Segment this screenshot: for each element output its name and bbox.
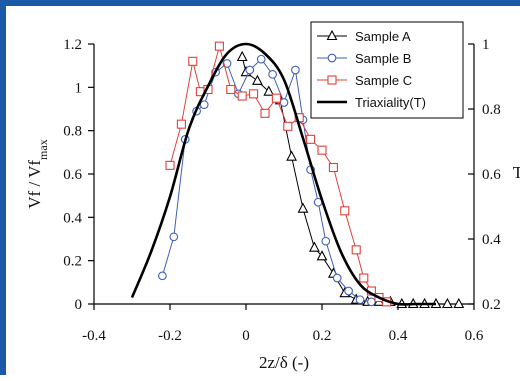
data-point [328, 162, 338, 173]
triaxiality-curve [130, 42, 436, 306]
data-point [367, 297, 376, 307]
data-point [306, 134, 316, 144]
y-tick-label: 0.2 [63, 254, 82, 270]
legend-entry: Sample A [317, 29, 411, 44]
legend-entry: Sample C [317, 73, 412, 88]
y-tick-label: 0.6 [63, 167, 82, 183]
data-point [158, 271, 167, 281]
data-point [453, 297, 465, 309]
data-point [249, 89, 259, 99]
data-point [351, 245, 361, 255]
data-point [308, 241, 320, 252]
y-tick-label: 0 [75, 297, 83, 313]
right-tick-label: 1 [482, 37, 490, 53]
y-tick-label: 1.2 [63, 37, 82, 53]
chart: 0 0.2 0.4 0.6 0.8 1 1.2 -0.4 -0.2 0 0.2 0.4 0.6 0.2 0.… [25, 21, 520, 372]
data-point [176, 119, 186, 129]
y-tick-label: 0.4 [63, 210, 82, 226]
x-tick-label: -0.4 [82, 328, 106, 344]
legend-label: Triaxiality(T) [355, 95, 426, 110]
data-point [169, 232, 179, 242]
data-point [291, 65, 300, 75]
legend: Sample A Sample B Sample C Triaxiality(T) [310, 21, 464, 119]
data-point [355, 295, 365, 305]
y-axis-label-subscript: max [36, 139, 50, 160]
data-point [199, 100, 209, 110]
data-point [268, 69, 277, 79]
series-2 [165, 41, 392, 307]
right-tick-label: 0.8 [482, 102, 501, 118]
y-tick-label: 1 [75, 80, 83, 96]
data-point [286, 150, 298, 161]
data-point [251, 74, 263, 85]
x-axis-label: 2z/δ (-) [259, 353, 309, 372]
right-tick-label: 0.2 [482, 297, 501, 313]
legend-marker [326, 29, 338, 41]
data-point [256, 54, 266, 64]
legend-marker [327, 75, 337, 85]
legend-marker [327, 53, 337, 63]
data-point [214, 41, 224, 51]
right-axis-label: T [513, 163, 520, 182]
data-point [317, 145, 327, 155]
data-point [359, 273, 369, 283]
x-tick-label: 0.2 [313, 328, 332, 344]
legend-label: Sample B [355, 51, 411, 66]
data-point [237, 91, 247, 101]
x-tick-label: 0 [242, 328, 250, 344]
right-tick-label: 0.4 [482, 232, 501, 248]
legend-entry: Triaxiality(T) [317, 95, 426, 110]
series-1 [158, 54, 376, 307]
data-point [165, 160, 175, 170]
data-point [332, 273, 342, 283]
axes: 0 0.2 0.4 0.6 0.8 1 1.2 -0.4 -0.2 0 0.2 0.4 0.6 0.2 0.… [63, 37, 501, 344]
legend-entry: Sample B [317, 51, 411, 66]
data-point [283, 121, 293, 131]
y-axis-label: Vf / Vfmax [25, 139, 50, 208]
data-point [271, 93, 281, 103]
data-point [245, 65, 255, 75]
x-tick-label: 0.4 [389, 328, 408, 344]
legend-label: Sample A [355, 29, 411, 44]
data-point [260, 108, 270, 118]
data-point [297, 202, 309, 213]
data-point [441, 297, 453, 309]
x-tick-label: 0.6 [465, 328, 484, 344]
plot-area [130, 41, 465, 309]
legend-label: Sample C [355, 73, 412, 88]
y-tick-label: 0.8 [63, 124, 82, 140]
data-point [316, 250, 328, 261]
data-point [340, 206, 350, 216]
series-3 [130, 42, 436, 306]
x-tick-label: -0.2 [158, 328, 182, 344]
data-point [226, 84, 236, 95]
data-point [222, 59, 232, 68]
data-point [263, 85, 275, 96]
data-point [344, 286, 353, 296]
y-axis-label-main: Vf / Vf [25, 160, 44, 209]
data-point [188, 56, 198, 66]
right-tick-label: 0.6 [482, 167, 501, 183]
data-point [236, 50, 248, 62]
data-point [321, 236, 331, 246]
data-point [279, 98, 289, 107]
